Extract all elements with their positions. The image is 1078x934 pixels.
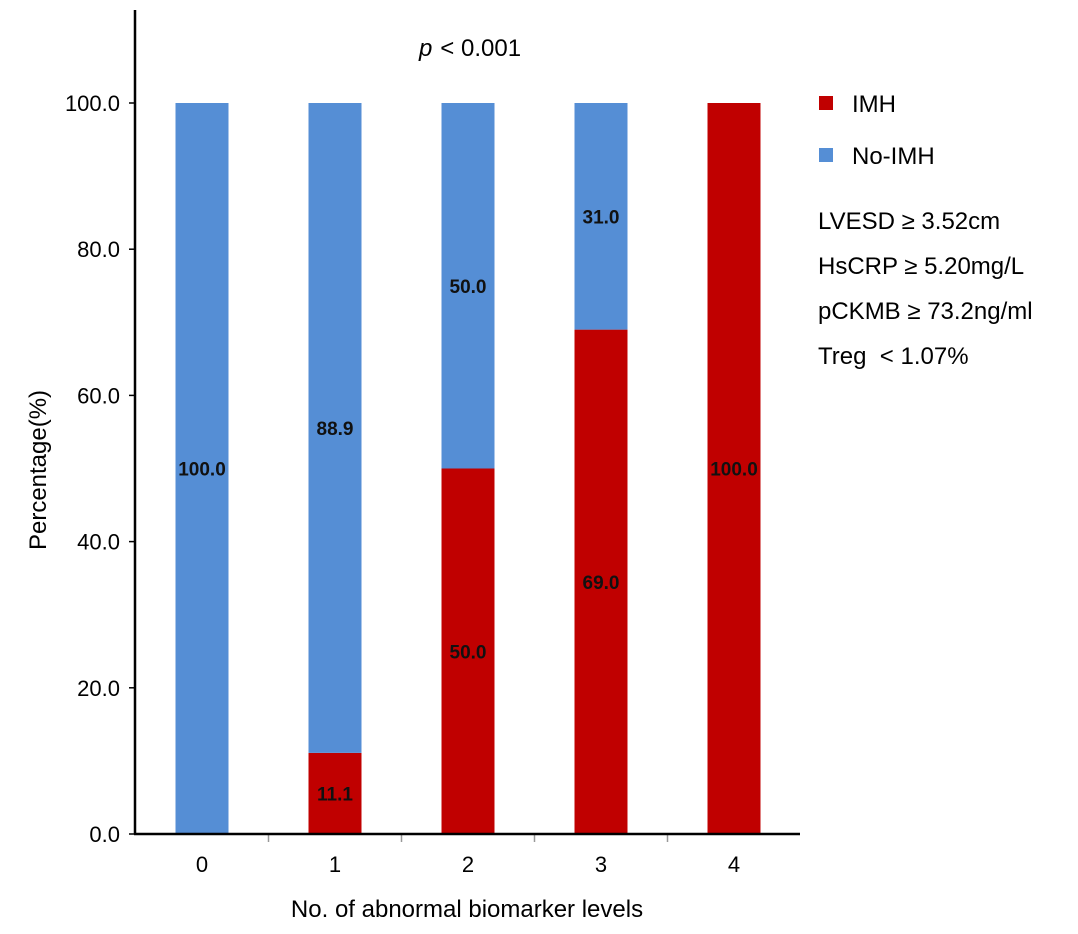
bar-imh [707,103,761,834]
data-label: 88.9 [317,419,354,440]
y-tick-label: 60.0 [77,383,120,408]
x-tick-label: 3 [595,852,607,877]
data-label: 69.0 [583,573,620,594]
data-label: 100.0 [710,460,758,481]
y-tick-label: 0.0 [89,822,120,847]
x-axis-label: No. of abnormal biomarker levels [291,896,643,923]
threshold-annotation: pCKMB ≥ 73.2ng/ml [818,298,1033,325]
x-tick-label: 1 [329,852,341,877]
x-tick-label: 0 [196,852,208,877]
chart-title: p < 0.001 [418,35,521,62]
bar-no-imh [441,103,495,469]
y-tick-label: 20.0 [77,676,120,701]
legend-label: IMH [852,91,896,118]
data-label: 100.0 [178,460,226,481]
y-tick-label: 80.0 [77,237,120,262]
data-label: 50.0 [450,642,487,663]
y-tick-label: 100.0 [65,91,120,116]
threshold-annotation: Treg < 1.07% [818,343,969,370]
x-tick-label: 4 [728,852,740,877]
legend-swatch-no-imh [819,148,833,162]
x-tick-label: 2 [462,852,474,877]
threshold-annotation: HsCRP ≥ 5.20mg/L [818,253,1024,280]
bar-imh [441,468,495,834]
bar-imh [574,329,628,834]
threshold-annotation: LVESD ≥ 3.52cm [818,208,1000,235]
bar-no-imh [574,103,628,330]
legend-label: No-IMH [852,143,935,170]
y-tick-label: 40.0 [77,530,120,555]
data-label: 50.0 [450,277,487,298]
data-label: 31.0 [583,207,620,228]
data-label: 11.1 [317,784,353,805]
bar-imh [308,752,362,834]
bar-no-imh [175,103,229,834]
bar-no-imh [308,103,362,753]
y-axis-label: Percentage(%) [25,390,52,550]
legend-swatch-imh [819,96,833,110]
